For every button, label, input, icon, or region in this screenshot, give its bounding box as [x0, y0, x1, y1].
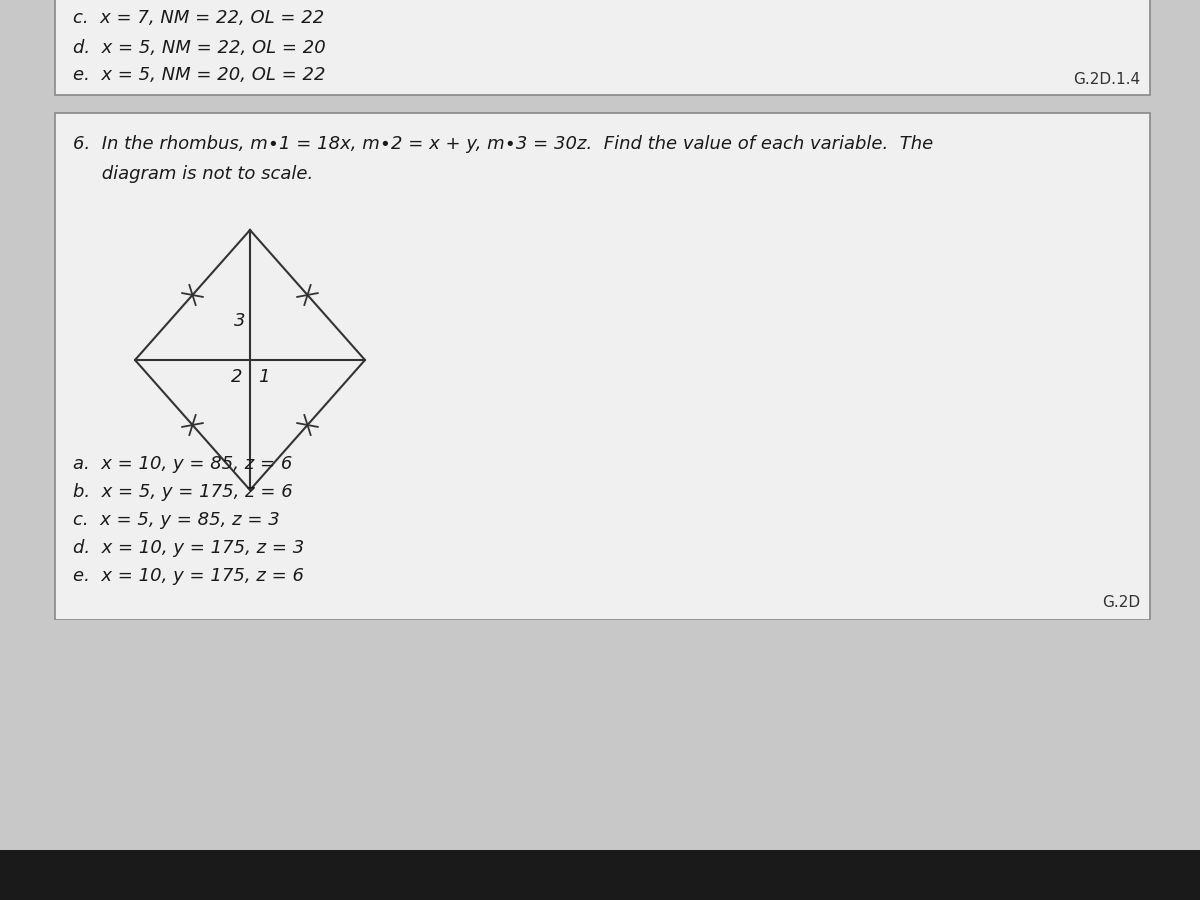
- Text: 1: 1: [258, 368, 270, 386]
- Text: c.  x = 5, y = 85, z = 3: c. x = 5, y = 85, z = 3: [73, 511, 280, 529]
- Text: 6.  In the rhombus, m∙1 = 18x, m∙2 = x + y, m∙3 = 30z.  Find the value of each v: 6. In the rhombus, m∙1 = 18x, m∙2 = x + …: [73, 135, 934, 153]
- Text: 2: 2: [230, 368, 242, 386]
- Text: diagram is not to scale.: diagram is not to scale.: [73, 165, 313, 183]
- Bar: [0, 850, 1200, 900]
- Text: d.  x = 10, y = 175, z = 3: d. x = 10, y = 175, z = 3: [73, 539, 305, 557]
- Text: c.  x = 7, NM = 22, OL = 22: c. x = 7, NM = 22, OL = 22: [73, 9, 324, 27]
- Text: G.2D: G.2D: [1102, 595, 1140, 610]
- Bar: [55, 113, 1150, 620]
- Text: e.  x = 5, NM = 20, OL = 22: e. x = 5, NM = 20, OL = 22: [73, 66, 325, 84]
- Bar: [0, 620, 1200, 900]
- Text: a.  x = 10, y = 85, z = 6: a. x = 10, y = 85, z = 6: [73, 455, 293, 473]
- Text: 3: 3: [234, 312, 245, 330]
- Bar: [55, 0, 1150, 95]
- Text: d.  x = 5, NM = 22, OL = 20: d. x = 5, NM = 22, OL = 20: [73, 39, 325, 57]
- Text: G.2D.1.4: G.2D.1.4: [1073, 72, 1140, 87]
- Text: b.  x = 5, y = 175, z = 6: b. x = 5, y = 175, z = 6: [73, 483, 293, 501]
- Text: e.  x = 10, y = 175, z = 6: e. x = 10, y = 175, z = 6: [73, 567, 304, 585]
